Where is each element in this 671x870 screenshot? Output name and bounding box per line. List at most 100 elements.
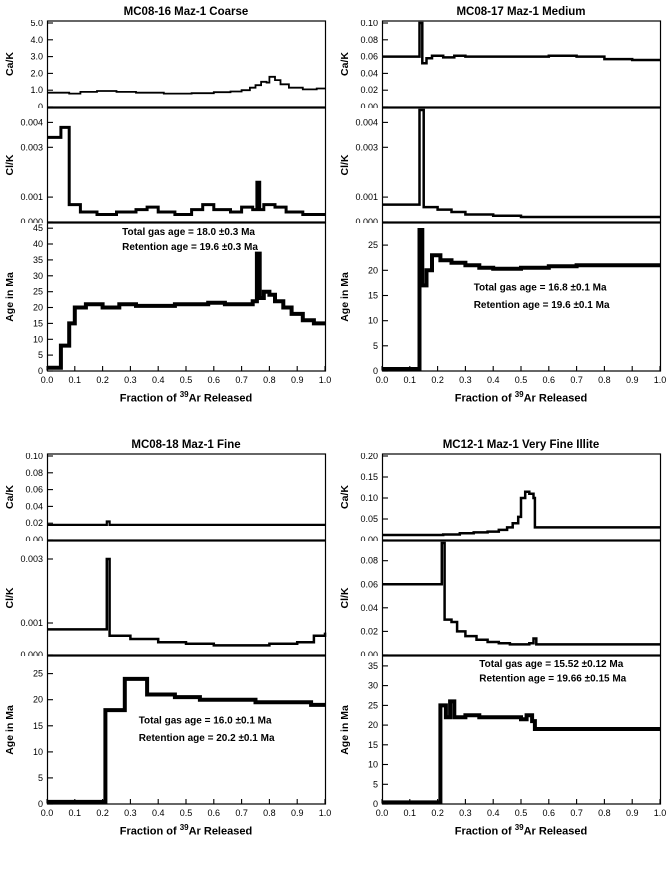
series-step-line: [382, 699, 660, 805]
y-tick-label: 2.0: [30, 68, 43, 78]
plot-border: [381, 107, 662, 223]
x-axis-label-superscript: 39: [179, 390, 189, 399]
panel-title: MC12-1 Maz-1 Very Fine Illite: [442, 439, 600, 451]
plot-border: [381, 453, 662, 541]
y-tick-label: 15: [33, 721, 43, 731]
y-tick-label: 0.02: [360, 85, 378, 95]
x-tick-label: 0.2: [96, 375, 109, 385]
x-tick-label: 0.5: [180, 808, 193, 818]
x-axis-label-suffix: Ar Released: [523, 825, 588, 838]
y-tick-label: 30: [368, 681, 378, 691]
plot-border: [381, 20, 662, 108]
y-tick-label: 0: [373, 799, 378, 809]
y-tick-label: 0.00: [360, 650, 378, 656]
subplot-age-in-ma: 0 5 10 15 20 25 Age in Ma Total gas age = 16.8 …: [339, 222, 667, 385]
panel-plots: 0.00 0.02 0.04 0.06 0.08 0.10 Ca/K 0.000 0.001 0.…: [335, 20, 671, 389]
y-tick-label: 0: [373, 366, 378, 376]
x-axis-label: Fraction of 39Ar Released: [0, 823, 335, 838]
y-tick-label: 15: [368, 740, 378, 750]
y-tick-label: 0: [38, 102, 43, 108]
y-tick-label: 0.003: [20, 554, 43, 564]
y-tick-label: 10: [368, 316, 378, 326]
plot-border: [381, 222, 662, 372]
y-tick-label: 0.003: [355, 142, 378, 152]
y-tick-label: 35: [368, 661, 378, 671]
subplot-cl-k: 0.000 0.001 0.003 0.004 Cl/K: [339, 107, 662, 223]
y-tick-label: 0.06: [25, 485, 43, 495]
x-tick-label: 0.5: [515, 808, 528, 818]
series-step-line: [47, 251, 325, 370]
subplot-ca-k: 0.00 0.05 0.10 0.15 0.20 Ca/K: [339, 453, 662, 541]
x-tick-label: 1.0: [654, 375, 667, 385]
y-axis-title: Cl/K: [4, 154, 16, 175]
annotation-text: Retention age = 19.6 ±0.3 Ma: [122, 242, 258, 253]
series-step-line: [47, 75, 325, 95]
x-axis-label-prefix: Fraction of: [454, 392, 515, 405]
y-axis-title: Cl/K: [4, 587, 16, 608]
x-tick-label: 0.2: [431, 808, 444, 818]
y-tick-label: 0.04: [360, 603, 378, 613]
x-tick-label: 0.2: [431, 375, 444, 385]
x-tick-label: 0.3: [459, 808, 472, 818]
plot-border: [46, 222, 327, 372]
annotation-text: Retention age = 19.6 ±0.1 Ma: [474, 300, 610, 311]
x-axis-label-prefix: Fraction of: [119, 392, 180, 405]
y-tick-label: 0.000: [355, 217, 378, 223]
y-tick-label: 0: [38, 799, 43, 809]
x-tick-label: 0.5: [180, 375, 193, 385]
x-axis-label-suffix: Ar Released: [188, 392, 253, 405]
x-tick-label: 0.1: [404, 375, 417, 385]
series-step-line: [47, 676, 325, 804]
y-tick-label: 40: [33, 239, 43, 249]
y-tick-label: 10: [33, 334, 43, 344]
panel-title: MC08-18 Maz-1 Fine: [131, 439, 241, 451]
y-tick-label: 5: [38, 350, 43, 360]
y-tick-label: 25: [33, 669, 43, 679]
series-step-line: [382, 21, 660, 65]
x-tick-label: 0.8: [263, 808, 276, 818]
y-tick-label: 5: [373, 779, 378, 789]
x-tick-label: 0.0: [376, 375, 389, 385]
subplot-ca-k: 0.00 0.02 0.04 0.06 0.08 0.10 Ca/K: [4, 453, 327, 541]
y-tick-label: 0.08: [25, 468, 43, 478]
y-tick-label: 0.00: [360, 535, 378, 541]
x-axis-label-superscript: 39: [514, 390, 524, 399]
x-tick-label: 0.3: [124, 808, 137, 818]
y-tick-label: 0.001: [355, 192, 378, 202]
x-axis-label-suffix: Ar Released: [523, 392, 588, 405]
x-tick-label: 1.0: [319, 808, 332, 818]
y-tick-label: 45: [33, 223, 43, 233]
x-tick-label: 0.7: [570, 808, 583, 818]
y-tick-label: 4.0: [30, 35, 43, 45]
y-axis-title: Ca/K: [339, 485, 351, 509]
plot-border: [381, 540, 662, 656]
y-tick-label: 25: [368, 240, 378, 250]
plot-border: [46, 453, 327, 541]
subplot-ca-k: 0 1.0 2.0 3.0 4.0 5.0 Ca/K: [4, 20, 327, 108]
subplot-cl-k: 0.00 0.02 0.04 0.06 0.08 Cl/K: [339, 540, 662, 656]
annotation-text: Total gas age = 15.52 ±0.12 Ma: [479, 659, 623, 670]
y-tick-label: 0.06: [360, 52, 378, 62]
subplot-cl-k: 0.000 0.001 0.003 Cl/K: [4, 540, 327, 656]
y-tick-label: 15: [368, 291, 378, 301]
y-tick-label: 0.10: [360, 493, 378, 503]
panel-title: MC08-17 Maz-1 Medium: [456, 6, 586, 18]
x-tick-label: 0.6: [543, 808, 556, 818]
panel-plots: 0 1.0 2.0 3.0 4.0 5.0 Ca/K 0.000 0.001 0.003 0.004…: [0, 20, 335, 389]
y-tick-label: 20: [33, 695, 43, 705]
plot-border: [46, 20, 327, 108]
x-tick-label: 0.4: [152, 375, 165, 385]
y-tick-label: 0.000: [20, 650, 43, 656]
x-axis-label-superscript: 39: [179, 823, 189, 832]
x-tick-label: 0.1: [404, 808, 417, 818]
x-tick-label: 0.4: [487, 808, 500, 818]
x-axis-label-suffix: Ar Released: [188, 825, 253, 838]
x-tick-label: 0.8: [598, 375, 611, 385]
series-step-line: [382, 490, 660, 537]
y-tick-label: 20: [33, 303, 43, 313]
subplot-age-in-ma: 0 5 10 15 20 25 30 35 Age in Ma Total gas age = 1…: [339, 655, 666, 818]
x-tick-label: 0.9: [291, 375, 304, 385]
plot-border: [381, 655, 662, 805]
y-tick-label: 0.10: [360, 20, 378, 28]
y-tick-label: 5: [373, 341, 378, 351]
